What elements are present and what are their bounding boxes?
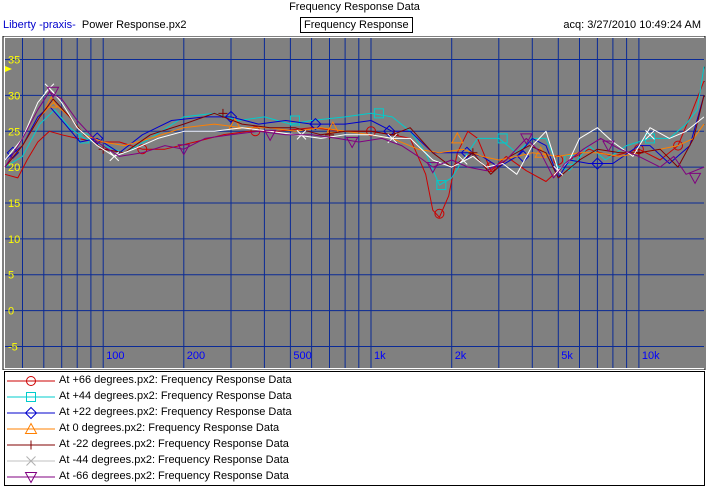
data-point-marker bbox=[26, 376, 36, 386]
x-tick-label: 10k bbox=[642, 350, 660, 362]
x-tick-label: 500 bbox=[293, 350, 311, 362]
data-point-marker bbox=[497, 133, 508, 144]
window-title: Frequency Response Data bbox=[289, 1, 420, 13]
file-info: Liberty -praxis- Power Response.px2 bbox=[3, 19, 186, 31]
series-line bbox=[4, 91, 705, 179]
data-point-marker bbox=[644, 133, 655, 144]
data-point-marker bbox=[263, 129, 277, 142]
data-point-marker bbox=[26, 440, 36, 450]
series-4 bbox=[4, 95, 705, 179]
data-point-marker bbox=[634, 148, 644, 158]
data-point-marker bbox=[24, 422, 38, 434]
data-point-marker bbox=[457, 155, 468, 165]
app-name: Liberty -praxis- bbox=[3, 19, 76, 31]
legend-entry: At -44 degrees.px2: Frequency Response D… bbox=[59, 454, 289, 466]
legend: At +66 degrees.px2: Frequency Response D… bbox=[4, 371, 705, 486]
series-1 bbox=[4, 66, 705, 191]
data-point-marker bbox=[373, 108, 384, 119]
data-point-marker bbox=[26, 456, 36, 466]
legend-entry: At 0 degrees.px2: Frequency Response Dat… bbox=[59, 422, 280, 434]
data-point-marker bbox=[564, 154, 575, 165]
data-point-marker bbox=[468, 148, 478, 158]
data-point-marker bbox=[289, 115, 300, 126]
data-point-marker bbox=[673, 140, 684, 151]
y-tick-label: 10 bbox=[8, 234, 20, 246]
data-point-marker bbox=[553, 154, 564, 165]
series-5 bbox=[4, 83, 705, 176]
data-point-marker bbox=[218, 108, 228, 118]
y-tick-label: 25 bbox=[8, 126, 20, 138]
data-point-marker bbox=[224, 110, 238, 124]
legend-entry: At +22 degrees.px2: Frequency Response D… bbox=[59, 406, 292, 418]
data-point-marker bbox=[309, 117, 322, 131]
series-line bbox=[4, 87, 705, 175]
data-point-marker bbox=[24, 406, 38, 420]
series-6 bbox=[4, 86, 705, 185]
data-point-marker bbox=[44, 96, 58, 108]
y-tick-label: 15 bbox=[8, 198, 20, 210]
data-point-marker bbox=[177, 144, 191, 156]
legend-entry: At -22 degrees.px2: Frequency Response D… bbox=[59, 438, 289, 450]
y-tick-label: 35 bbox=[8, 55, 20, 67]
series-layer bbox=[4, 66, 705, 219]
data-point-marker bbox=[602, 140, 615, 153]
grid bbox=[5, 38, 704, 368]
data-point-marker bbox=[436, 180, 447, 191]
data-point-marker bbox=[109, 151, 120, 162]
legend-entry: At +66 degrees.px2: Frequency Response D… bbox=[59, 374, 292, 386]
file-name: Power Response.px2 bbox=[81, 19, 187, 31]
x-tick-label: 2k bbox=[455, 350, 467, 362]
data-point-marker bbox=[6, 146, 20, 159]
data-point-marker bbox=[519, 133, 533, 145]
y-tick-label: -5 bbox=[8, 342, 18, 354]
data-point-marker bbox=[460, 146, 474, 159]
data-point-marker bbox=[326, 121, 340, 133]
x-tick-label: 5k bbox=[561, 350, 573, 362]
y-tick-label: 30 bbox=[8, 90, 20, 102]
data-point-marker bbox=[434, 208, 445, 219]
data-point-marker bbox=[451, 131, 464, 144]
data-point-marker bbox=[44, 83, 55, 94]
data-point-marker bbox=[46, 86, 60, 99]
chart-type-tag[interactable]: Frequency Response bbox=[300, 17, 413, 33]
data-point-marker bbox=[137, 144, 148, 155]
data-point-marker bbox=[645, 129, 655, 140]
y-tick-label: 0 bbox=[8, 306, 14, 318]
frequency-response-plot[interactable]: -5 0 5 10 15 20 25 30 35 100 200 500 1k 2k 5k 10k bbox=[0, 36, 709, 370]
y-tick-label: 20 bbox=[8, 162, 20, 174]
data-point-marker bbox=[426, 162, 440, 174]
data-point-marker bbox=[534, 146, 548, 158]
data-point-marker bbox=[26, 392, 36, 402]
data-point-marker bbox=[325, 130, 335, 140]
data-point-marker bbox=[688, 172, 702, 185]
acquisition-date: acq: 3/27/2010 10:49:24 AM bbox=[563, 19, 701, 31]
x-tick-label: 1k bbox=[374, 350, 386, 362]
legend-entry: At +44 degrees.px2: Frequency Response D… bbox=[59, 390, 292, 402]
tick-labels: -5 0 5 10 15 20 25 30 35 100 200 500 1k 2k 5k 10k bbox=[8, 55, 660, 363]
y-tick-label: 5 bbox=[8, 270, 14, 282]
data-point-marker bbox=[383, 125, 396, 138]
x-tick-label: 100 bbox=[106, 350, 124, 362]
x-tick-label: 200 bbox=[187, 350, 205, 362]
y-axis-marker-icon bbox=[5, 66, 12, 72]
data-point-marker bbox=[24, 472, 38, 484]
data-point-marker bbox=[345, 137, 359, 149]
series-line bbox=[4, 66, 705, 186]
data-point-marker bbox=[389, 130, 399, 140]
data-point-marker bbox=[91, 132, 104, 145]
data-point-marker bbox=[591, 157, 604, 170]
legend-entry: At -66 degrees.px2: Frequency Response D… bbox=[59, 470, 289, 482]
